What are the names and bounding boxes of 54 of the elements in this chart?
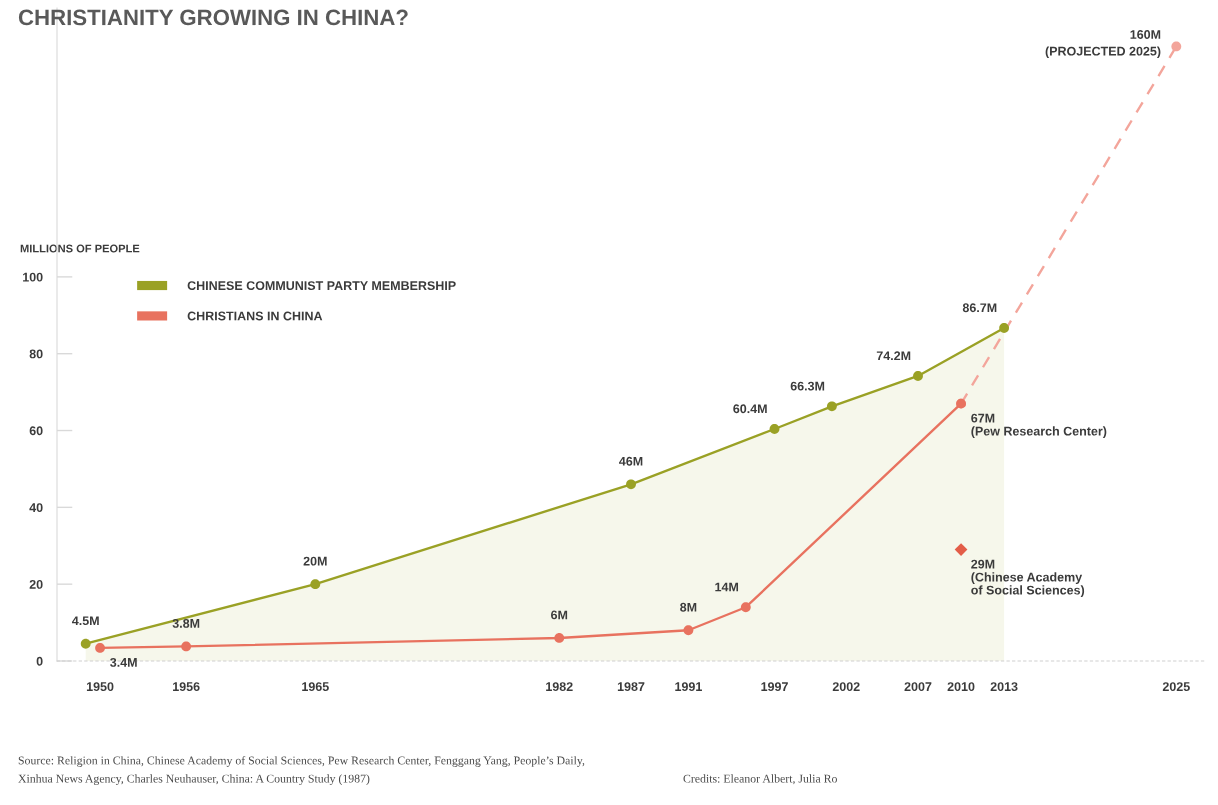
point (310, 579, 321, 590)
x-tick-label: 1950 (86, 682, 114, 692)
data-label: 66.3M (790, 381, 825, 391)
data-label: 74.2M (876, 351, 911, 361)
x-tick-label: 2013 (990, 682, 1018, 692)
point (740, 602, 751, 613)
point (1171, 41, 1182, 52)
y-tick-label: 20 (29, 579, 43, 589)
point (769, 424, 780, 434)
text: Credits: Eleanor Albert, Julia Ro (683, 774, 837, 785)
x-tick-label: 2002 (832, 682, 860, 692)
data-label: 160M (1130, 30, 1161, 39)
x-tick-label: 1956 (173, 682, 200, 692)
x-tick-label: 1997 (761, 682, 788, 692)
data-label: 6M (551, 610, 568, 620)
point (826, 401, 837, 412)
x-tick-label: 2007 (904, 682, 932, 692)
legend-label: CHINESE COMMUNIST PARTY MEMBERSHIP (187, 281, 456, 290)
point (683, 625, 694, 636)
point (954, 543, 968, 556)
legend-label: CHRISTIANS IN CHINA (187, 311, 323, 321)
data-label: 3.4M (110, 657, 137, 667)
data-label: 46M (619, 456, 643, 466)
y-axis-title: MILLIONS OF PEOPLE (20, 244, 140, 253)
x-tick-label: 1965 (302, 682, 329, 692)
point (999, 323, 1010, 333)
data-label: 67M (Pew Research Center) (971, 413, 1107, 439)
x-tick-label: 1987 (617, 682, 645, 692)
data-label: 3.8M (172, 618, 200, 628)
y-tick-label: 0 (36, 656, 43, 666)
point (554, 633, 565, 643)
chart-title: CHRISTIANITY GROWING IN CHINA? (18, 9, 408, 26)
source-note: Source: Religion in China, Chinese Academy of Social Sciences, Pew Research Center, Fenggang Yang, People’s Daily, Xinhua News Agency, Charles Neuhauser, China: A Country Study (1987) (18, 756, 585, 785)
point (913, 371, 923, 381)
x-tick-label: 1982 (546, 682, 573, 692)
y-tick-label: 40 (29, 503, 43, 513)
y-tick-label: 80 (29, 349, 43, 359)
point (95, 643, 105, 653)
y-tick-label: 60 (29, 426, 43, 436)
x-tick-label: 2025 (1162, 682, 1190, 692)
data-label: 14M (715, 582, 739, 592)
x-tick-label: 1991 (675, 682, 702, 692)
y-tick-label: 100 (23, 272, 43, 282)
point (80, 638, 91, 649)
point (626, 479, 636, 490)
data-label: 60.4M (733, 404, 767, 414)
point (181, 641, 192, 652)
series-label: (PROJECTED 2025) (1045, 46, 1161, 59)
data-label: 8M (680, 602, 697, 612)
x-tick-label: 2010 (947, 682, 975, 692)
data-label: 86.7M (962, 303, 997, 313)
data-label: 20M (303, 556, 327, 566)
data-label: 4.5M (72, 616, 99, 626)
data-label: 29M (Chinese Academy of Social Sciences) (971, 559, 1085, 597)
